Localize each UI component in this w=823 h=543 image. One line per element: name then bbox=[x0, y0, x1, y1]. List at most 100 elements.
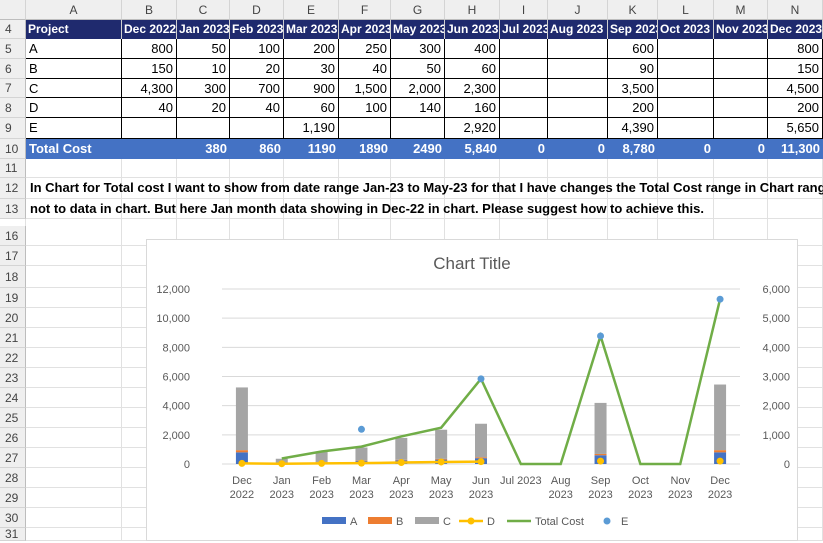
total-cost-cell[interactable]: 11,300 bbox=[768, 139, 823, 159]
column-header-K[interactable]: K bbox=[608, 0, 658, 20]
table-cell[interactable]: 1,190 bbox=[284, 118, 339, 139]
column-header-G[interactable]: G bbox=[391, 0, 445, 20]
table-cell[interactable]: 150 bbox=[768, 59, 823, 79]
column-header-B[interactable]: B bbox=[122, 0, 177, 20]
table-cell[interactable]: 250 bbox=[339, 39, 391, 59]
table-cell[interactable]: 10 bbox=[177, 59, 230, 79]
table-cell[interactable]: A bbox=[26, 39, 122, 59]
table-cell[interactable]: 90 bbox=[608, 59, 658, 79]
row-header-30[interactable]: 30 bbox=[0, 508, 26, 528]
column-header-E[interactable]: E bbox=[284, 0, 339, 20]
table-cell[interactable]: 300 bbox=[177, 79, 230, 98]
total-cost-cell[interactable]: 0 bbox=[714, 139, 768, 159]
row-header-25[interactable]: 25 bbox=[0, 408, 26, 428]
table-cell[interactable]: 2,920 bbox=[445, 118, 500, 139]
total-cost-cell[interactable]: 5,840 bbox=[445, 139, 500, 159]
table-cell[interactable] bbox=[658, 39, 714, 59]
table-cell[interactable] bbox=[714, 98, 768, 118]
table-cell[interactable] bbox=[500, 79, 548, 98]
table-cell[interactable]: 300 bbox=[391, 39, 445, 59]
table-cell[interactable] bbox=[658, 59, 714, 79]
combo-chart[interactable]: Chart Title 0 2,000 4,000 6,000 8,000 10,000 1… bbox=[146, 239, 798, 541]
column-header-N[interactable]: N bbox=[768, 0, 823, 20]
header-cell[interactable]: Sep 2023 bbox=[608, 20, 658, 39]
table-cell[interactable]: 60 bbox=[445, 59, 500, 79]
header-cell[interactable]: Oct 2023 bbox=[658, 20, 714, 39]
table-cell[interactable]: 2,000 bbox=[391, 79, 445, 98]
row-header-17[interactable]: 17 bbox=[0, 246, 26, 266]
table-cell[interactable]: 5,650 bbox=[768, 118, 823, 139]
table-cell[interactable] bbox=[391, 118, 445, 139]
chart-title[interactable]: Chart Title bbox=[433, 254, 510, 273]
table-cell[interactable] bbox=[548, 118, 608, 139]
row-header-21[interactable]: 21 bbox=[0, 328, 26, 348]
header-cell[interactable]: Dec 2023 bbox=[768, 20, 823, 39]
total-cost-cell[interactable]: Total Cost bbox=[26, 139, 122, 159]
total-cost-cell[interactable]: 8,780 bbox=[608, 139, 658, 159]
table-cell[interactable] bbox=[122, 118, 177, 139]
column-header-F[interactable]: F bbox=[339, 0, 391, 20]
table-cell[interactable]: 200 bbox=[608, 98, 658, 118]
row-header-16[interactable]: 16 bbox=[0, 226, 26, 246]
row-header-24[interactable]: 24 bbox=[0, 388, 26, 408]
table-cell[interactable] bbox=[548, 39, 608, 59]
table-cell[interactable] bbox=[714, 39, 768, 59]
table-cell[interactable]: 50 bbox=[177, 39, 230, 59]
table-cell[interactable] bbox=[658, 79, 714, 98]
row-header-18[interactable]: 18 bbox=[0, 266, 26, 288]
row-header-20[interactable]: 20 bbox=[0, 308, 26, 328]
table-cell[interactable] bbox=[500, 118, 548, 139]
header-cell[interactable]: Apr 2023 bbox=[339, 20, 391, 39]
table-cell[interactable] bbox=[548, 59, 608, 79]
header-cell[interactable]: May 2023 bbox=[391, 20, 445, 39]
total-cost-cell[interactable]: 1190 bbox=[284, 139, 339, 159]
select-all-corner[interactable] bbox=[0, 0, 26, 20]
total-cost-cell[interactable]: 0 bbox=[548, 139, 608, 159]
table-cell[interactable]: 40 bbox=[230, 98, 284, 118]
table-cell[interactable]: 40 bbox=[339, 59, 391, 79]
table-cell[interactable] bbox=[500, 59, 548, 79]
row-header-7[interactable]: 7 bbox=[0, 79, 26, 98]
row-header-12[interactable]: 12 bbox=[0, 178, 26, 199]
row-header-10[interactable]: 10 bbox=[0, 139, 26, 159]
row-header-9[interactable]: 9 bbox=[0, 118, 26, 139]
table-cell[interactable]: E bbox=[26, 118, 122, 139]
total-cost-cell[interactable] bbox=[122, 139, 177, 159]
header-cell[interactable]: Dec 2022 bbox=[122, 20, 177, 39]
row-header-13[interactable]: 13 bbox=[0, 199, 26, 219]
table-cell[interactable]: B bbox=[26, 59, 122, 79]
table-cell[interactable]: 700 bbox=[230, 79, 284, 98]
table-cell[interactable]: 3,500 bbox=[608, 79, 658, 98]
table-cell[interactable]: 2,300 bbox=[445, 79, 500, 98]
table-cell[interactable] bbox=[714, 79, 768, 98]
header-cell[interactable]: Project bbox=[26, 20, 122, 39]
row-header-19[interactable]: 19 bbox=[0, 288, 26, 308]
table-cell[interactable]: 400 bbox=[445, 39, 500, 59]
column-header-L[interactable]: L bbox=[658, 0, 714, 20]
table-cell[interactable]: 1,500 bbox=[339, 79, 391, 98]
table-cell[interactable]: 20 bbox=[177, 98, 230, 118]
table-cell[interactable]: 900 bbox=[284, 79, 339, 98]
header-cell[interactable]: Mar 2023 bbox=[284, 20, 339, 39]
table-cell[interactable]: 60 bbox=[284, 98, 339, 118]
column-header-A[interactable]: A bbox=[26, 0, 122, 20]
table-cell[interactable]: 40 bbox=[122, 98, 177, 118]
header-cell[interactable]: Jan 2023 bbox=[177, 20, 230, 39]
column-header-D[interactable]: D bbox=[230, 0, 284, 20]
column-header-C[interactable]: C bbox=[177, 0, 230, 20]
header-cell[interactable]: Jul 2023 bbox=[500, 20, 548, 39]
table-cell[interactable]: 150 bbox=[122, 59, 177, 79]
table-cell[interactable]: 200 bbox=[768, 98, 823, 118]
table-cell[interactable]: 100 bbox=[339, 98, 391, 118]
table-cell[interactable] bbox=[658, 98, 714, 118]
table-cell[interactable] bbox=[714, 118, 768, 139]
table-cell[interactable] bbox=[230, 118, 284, 139]
table-cell[interactable]: 800 bbox=[768, 39, 823, 59]
column-header-J[interactable]: J bbox=[548, 0, 608, 20]
total-cost-cell[interactable]: 0 bbox=[500, 139, 548, 159]
header-cell[interactable]: Nov 2023 bbox=[714, 20, 768, 39]
table-cell[interactable] bbox=[177, 118, 230, 139]
header-cell[interactable]: Feb 2023 bbox=[230, 20, 284, 39]
total-cost-cell[interactable]: 860 bbox=[230, 139, 284, 159]
column-header-I[interactable]: I bbox=[500, 0, 548, 20]
